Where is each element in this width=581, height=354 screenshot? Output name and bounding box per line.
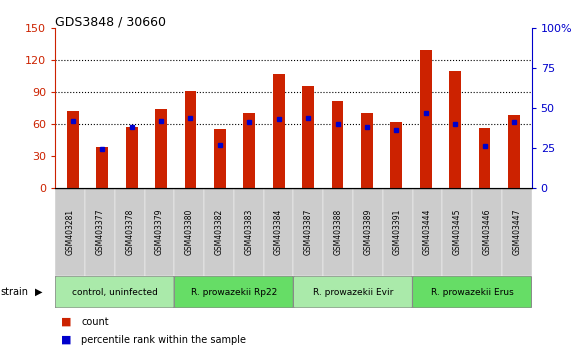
Bar	[273, 74, 285, 188]
Bar	[442, 188, 472, 276]
Text: ▶: ▶	[35, 287, 42, 297]
Bar	[332, 101, 343, 188]
Bar	[55, 188, 85, 276]
Text: GSM403281: GSM403281	[66, 209, 74, 255]
Bar	[361, 113, 373, 188]
Text: GSM403446: GSM403446	[482, 209, 492, 255]
Text: GSM403382: GSM403382	[214, 209, 224, 255]
Bar	[302, 86, 314, 188]
Text: ■: ■	[61, 317, 71, 327]
Text: GSM403389: GSM403389	[363, 209, 372, 255]
Text: GSM403388: GSM403388	[333, 209, 343, 255]
Bar	[85, 188, 115, 276]
Bar	[115, 188, 145, 276]
Text: GSM403384: GSM403384	[274, 209, 283, 255]
Text: GSM403383: GSM403383	[244, 209, 253, 255]
Text: ■: ■	[61, 335, 71, 345]
Text: strain: strain	[1, 287, 28, 297]
FancyBboxPatch shape	[413, 276, 532, 308]
Text: GSM403380: GSM403380	[185, 209, 193, 255]
Text: GDS3848 / 30660: GDS3848 / 30660	[55, 16, 166, 29]
Bar	[508, 115, 520, 188]
Bar	[264, 188, 293, 276]
Bar	[125, 127, 138, 188]
Bar	[214, 129, 226, 188]
Text: R. prowazekii Erus: R. prowazekii Erus	[431, 287, 514, 297]
Bar	[204, 188, 234, 276]
Bar	[145, 188, 174, 276]
Text: R. prowazekii Rp22: R. prowazekii Rp22	[191, 287, 277, 297]
Bar	[502, 188, 532, 276]
Bar	[174, 188, 204, 276]
Bar	[96, 147, 108, 188]
FancyBboxPatch shape	[55, 276, 174, 308]
Text: count: count	[81, 317, 109, 327]
Text: R. prowazekii Evir: R. prowazekii Evir	[313, 287, 393, 297]
Bar	[185, 91, 196, 188]
Bar	[449, 71, 461, 188]
Bar	[155, 109, 167, 188]
Text: control, uninfected: control, uninfected	[72, 287, 157, 297]
Bar	[67, 111, 78, 188]
Bar	[243, 113, 255, 188]
Bar	[293, 188, 323, 276]
Text: GSM403391: GSM403391	[393, 209, 402, 255]
Text: GSM403387: GSM403387	[304, 209, 313, 255]
Text: GSM403378: GSM403378	[125, 209, 134, 255]
Text: GSM403444: GSM403444	[423, 209, 432, 255]
Bar	[234, 188, 264, 276]
Text: percentile rank within the sample: percentile rank within the sample	[81, 335, 246, 345]
Text: GSM403447: GSM403447	[512, 209, 521, 255]
Bar	[383, 188, 413, 276]
FancyBboxPatch shape	[174, 276, 293, 308]
Bar	[479, 128, 490, 188]
Bar	[413, 188, 442, 276]
Text: GSM403377: GSM403377	[95, 209, 105, 255]
Text: GSM403379: GSM403379	[155, 209, 164, 255]
Bar	[420, 50, 432, 188]
Bar	[353, 188, 383, 276]
FancyBboxPatch shape	[293, 276, 413, 308]
Bar	[323, 188, 353, 276]
Bar	[472, 188, 502, 276]
Text: GSM403445: GSM403445	[453, 209, 462, 255]
Bar	[390, 122, 402, 188]
